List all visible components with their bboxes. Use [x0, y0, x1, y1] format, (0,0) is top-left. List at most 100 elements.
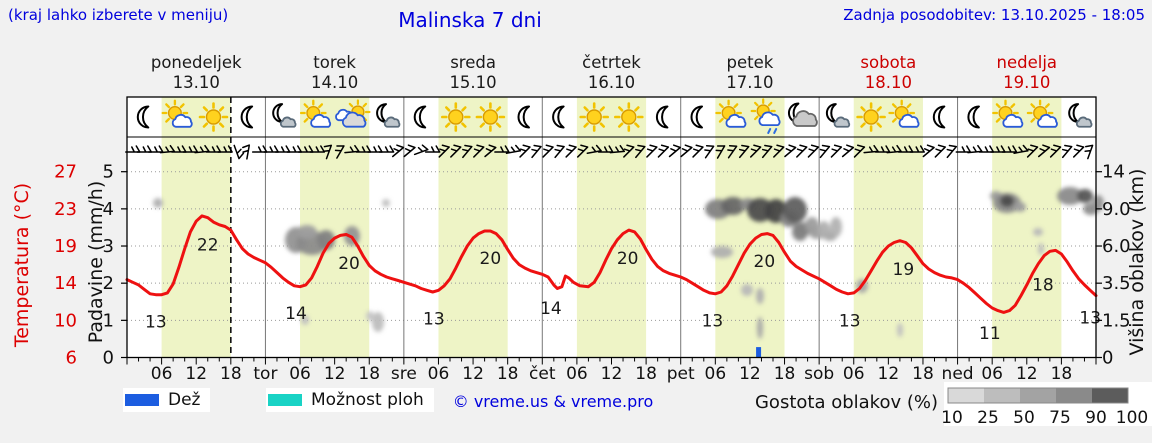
cloud-blob — [1014, 202, 1026, 212]
weather-icon-sun-cloud — [1026, 99, 1058, 128]
showers-swatch — [268, 394, 302, 406]
rain-bar — [756, 347, 762, 358]
cloud-blob — [897, 323, 903, 337]
x-day-label: sob — [804, 364, 834, 384]
wind-barb — [323, 144, 333, 160]
weather-icon-moon — [552, 105, 565, 129]
density-scale-label: 25 — [977, 408, 999, 428]
cloud-tick-label: 9.0 — [1102, 199, 1131, 220]
weather-icon-moon — [240, 105, 254, 129]
density-scale-label: 100 — [1116, 408, 1148, 428]
wind-barb — [424, 145, 441, 153]
day-header-name: sobota — [860, 53, 916, 72]
temp-label: 14 — [540, 299, 562, 319]
x-tick-label: 12 — [1016, 364, 1038, 384]
wind-barb — [796, 144, 808, 158]
weather-icon-moon-cloud — [825, 103, 851, 128]
wind-barb — [242, 144, 251, 160]
cloud-blob — [1077, 189, 1093, 203]
weather-icon-sun — [198, 102, 229, 132]
weather-icon-moon-cloud — [1068, 103, 1093, 128]
temp-label: 13 — [1079, 308, 1101, 328]
temp-label: 20 — [754, 252, 776, 272]
x-tick-label: 06 — [843, 364, 865, 384]
wind-barb — [494, 145, 510, 153]
cloud-blob — [1057, 187, 1083, 205]
day-header-name: nedelja — [997, 53, 1058, 72]
rain-axis-title: Padavine (mm/h) — [85, 180, 107, 344]
cloud-blob — [721, 197, 745, 215]
wind-barb — [378, 145, 395, 153]
cloud-tick-label: 14 — [1102, 162, 1125, 183]
cloud-tick-label: 6.0 — [1102, 236, 1131, 257]
density-swatch — [1020, 388, 1056, 403]
day-header-name: četrtek — [582, 53, 641, 72]
weather-icon-moon — [655, 105, 669, 129]
day-header-name: petek — [727, 53, 774, 72]
temp-label: 18 — [1032, 275, 1054, 295]
x-tick-label: 06 — [566, 364, 588, 384]
wind-barb — [715, 145, 726, 159]
rain-swatch — [125, 394, 159, 406]
rain-tick-label: 3 — [103, 236, 114, 257]
wind-barb — [334, 145, 345, 159]
temp-tick-label: 23 — [54, 199, 77, 220]
weather-icon-sun — [475, 102, 506, 132]
cloud-blob — [153, 198, 163, 208]
weather-icon-moon — [690, 105, 703, 129]
density-scale-label: 10 — [941, 408, 963, 428]
weather-icon-moon — [932, 105, 946, 129]
cloud-tick-label: 3.5 — [1102, 273, 1131, 294]
wind-barb — [646, 144, 658, 158]
wind-barb — [1013, 144, 1029, 154]
x-tick-label: 06 — [151, 364, 173, 384]
legend-showers: Možnost ploh — [266, 388, 434, 412]
wind-barb — [391, 144, 405, 158]
cloud-blob — [756, 288, 764, 304]
wind-barb — [531, 144, 542, 159]
rain-tick-label: 5 — [103, 162, 114, 183]
wind-barb — [934, 144, 946, 158]
wind-barb — [577, 144, 589, 158]
cloud-blob — [1033, 228, 1043, 236]
weather-icon-moon — [517, 105, 530, 129]
cloud-blob — [711, 246, 733, 258]
day-header-date: 18.10 — [865, 73, 912, 92]
wind-barb — [403, 144, 416, 158]
copyright-link[interactable]: © vreme.us & vreme.pro — [452, 392, 654, 411]
density-swatch — [948, 388, 984, 403]
cloud-blob — [741, 284, 753, 296]
wind-barb — [635, 144, 646, 159]
x-tick-label: 18 — [774, 364, 796, 384]
temp-tick-label: 14 — [54, 273, 77, 294]
wind-barb — [1001, 145, 1018, 153]
day-header-name: torek — [313, 53, 356, 72]
cloud-density-layer — [153, 187, 1104, 339]
wind-barb — [1026, 144, 1039, 158]
wind-barb — [565, 144, 577, 158]
wind-barb — [922, 144, 935, 158]
cloud-blob — [818, 221, 830, 239]
cloud-blob — [805, 217, 819, 233]
cloud-tick-label: 1.5 — [1102, 310, 1131, 331]
rain-tick-label: 4 — [103, 199, 114, 220]
wind-barb — [1084, 144, 1094, 160]
x-tick-label: 18 — [358, 364, 380, 384]
temp-label: 13 — [839, 312, 861, 332]
daylight-band — [715, 97, 785, 358]
temp-tick-label: 6 — [66, 348, 77, 369]
daylight-band — [853, 97, 923, 358]
temp-label: 22 — [197, 236, 219, 256]
cloud-blob — [317, 230, 335, 250]
wind-barb — [1061, 144, 1073, 159]
cloud-blob — [1000, 195, 1014, 207]
weather-icon-sun-cloud — [715, 99, 747, 128]
temp-label: 13 — [702, 311, 724, 331]
wind-barb — [819, 144, 831, 159]
day-header-date: 15.10 — [449, 73, 496, 92]
weather-icon-moon-bigcloud — [787, 102, 818, 127]
temp-label: 13 — [423, 310, 445, 330]
density-swatch — [1056, 388, 1092, 403]
